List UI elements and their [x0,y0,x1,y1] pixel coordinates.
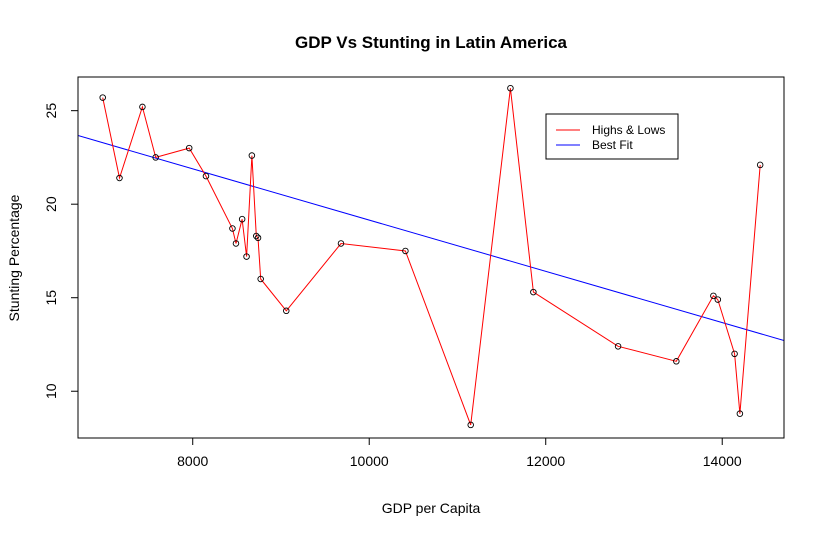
data-point-9 [238,215,246,223]
chart-title: GDP Vs Stunting in Latin America [295,33,568,52]
data-point-26 [736,410,744,417]
data-point-17 [402,247,409,255]
data-point-2 [116,174,123,182]
data-point-11 [248,152,256,159]
data-point-19 [507,84,514,92]
data-point-8 [232,240,240,247]
data-point-13 [254,234,262,242]
best-fit-line [78,135,784,342]
data-point-14 [257,275,264,283]
data-point-27 [756,161,764,169]
y-axis-label: Stunting Percentage [6,194,22,321]
data-point-22 [673,358,680,365]
data-point-20 [530,288,537,296]
x-tick-label-8000: 8000 [177,453,208,469]
x-tick-label-14000: 14000 [703,453,742,469]
data-point-3 [139,103,146,111]
legend-label-2: Best Fit [592,138,633,152]
y-tick-label-15: 15 [43,290,59,306]
data-point-23 [710,292,717,300]
data-point-6 [202,172,210,180]
data-point-16 [337,240,345,247]
plot-frame [77,76,785,439]
data-point-25 [731,350,738,358]
data-point-7 [229,225,236,232]
data-point-12 [253,232,260,240]
data-point-1 [99,94,106,101]
y-tick-label-20: 20 [43,196,59,212]
y-tick-label-25: 25 [43,103,59,119]
x-tick-label-12000: 12000 [526,453,565,469]
x-axis-label: GDP per Capita [382,500,481,516]
data-point-5 [185,144,193,152]
data-point-24 [714,296,722,303]
legend-box [545,113,679,160]
data-point-18 [467,421,474,429]
x-tick-label-10000: 10000 [350,453,389,469]
plot-area: 8000 10000 12000 14000 10 15 20 25 [43,76,785,469]
y-tick-label-10: 10 [43,383,59,399]
data-point-4 [152,154,159,161]
data-point-21 [614,343,622,350]
highs-lows-line [102,88,761,426]
data-point-10 [243,253,250,260]
data-point-15 [283,307,290,315]
legend-label-1: Highs & Lows [592,123,665,137]
